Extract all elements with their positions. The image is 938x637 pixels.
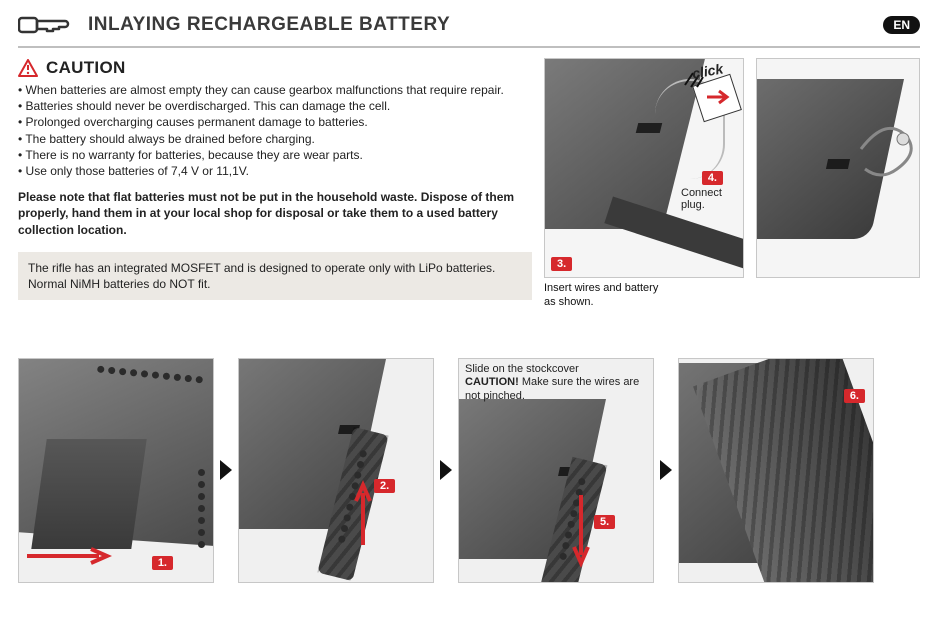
caution-section: CAUTION • When batteries are almost empt…	[18, 58, 532, 310]
step1-image: 1.	[18, 358, 214, 583]
step2-image: 2.	[238, 358, 434, 583]
step5-badge: 5.	[594, 515, 615, 529]
chevron-right-icon	[440, 460, 452, 480]
bullet-item: • When batteries are almost empty they c…	[18, 82, 532, 98]
disposal-note: Please note that flat batteries must not…	[18, 189, 532, 238]
manual-page: INLAYING RECHARGEABLE BATTERY EN CAUTION…	[0, 0, 938, 593]
bullet-item: • Use only those batteries of 7,4 V or 1…	[18, 163, 532, 179]
step3-image: click 4. Connect plug. 3.	[544, 58, 744, 278]
connect-plug-label: Connect plug.	[681, 187, 737, 211]
caption-bold: CAUTION!	[465, 376, 519, 388]
step4-block	[756, 58, 920, 310]
step6-image: 6.	[678, 358, 874, 583]
step3-block: click 4. Connect plug. 3. Insert wires a…	[544, 58, 744, 310]
caption-line: Slide on the stockcover	[465, 363, 579, 375]
warning-triangle-icon	[18, 59, 38, 77]
step4-image	[756, 58, 920, 278]
cable-loop-icon	[857, 119, 917, 199]
bullet-item: • There is no warranty for batteries, be…	[18, 147, 532, 163]
language-badge: EN	[883, 16, 920, 34]
top-row: CAUTION • When batteries are almost empt…	[18, 58, 920, 310]
red-arrow-icon	[25, 546, 115, 566]
step3-caption: Insert wires and battery as shown.	[544, 282, 744, 310]
step6-badge: 6.	[844, 389, 865, 403]
chevron-right-icon	[220, 460, 232, 480]
chevron-right-icon	[660, 460, 672, 480]
page-header: INLAYING RECHARGEABLE BATTERY EN	[18, 10, 920, 48]
caution-title: CAUTION	[46, 58, 126, 78]
caution-bullets: • When batteries are almost empty they c…	[18, 82, 532, 179]
page-title: INLAYING RECHARGEABLE BATTERY	[88, 14, 883, 36]
step5-block: Slide on the stockcover CAUTION! Make su…	[458, 358, 654, 583]
pointing-hand-icon	[18, 10, 74, 40]
bottom-row: 1. 2. Slide on the stockcover CAUTION! M	[18, 358, 920, 583]
bullet-item: • Batteries should never be overdischarg…	[18, 98, 532, 114]
red-arrow-icon	[705, 89, 733, 105]
step3-badge: 3.	[551, 257, 572, 271]
bullet-item: • Prolonged overcharging causes permanen…	[18, 114, 532, 130]
caution-heading: CAUTION	[18, 58, 532, 78]
step2-badge: 2.	[374, 479, 395, 493]
step4-badge: 4.	[702, 171, 723, 185]
bullet-item: • The battery should always be drained b…	[18, 131, 532, 147]
red-arrow-icon	[569, 489, 595, 569]
step5-image: Slide on the stockcover CAUTION! Make su…	[458, 358, 654, 583]
mosfet-note-box: The rifle has an integrated MOSFET and i…	[18, 252, 532, 300]
step1-badge: 1.	[152, 556, 173, 570]
step5-caption: Slide on the stockcover CAUTION! Make su…	[459, 359, 653, 408]
